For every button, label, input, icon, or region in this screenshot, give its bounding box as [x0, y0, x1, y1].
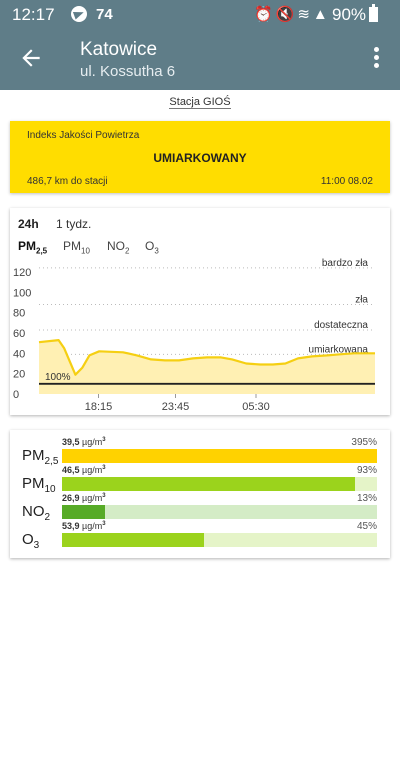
history-chart-card: 24h 1 tydz. PM2,5 PM10 NO2 O3 bardzo zła… [10, 208, 390, 415]
page-subtitle: ul. Kossutha 6 [80, 63, 176, 80]
tab-pm25-label: PM [18, 239, 36, 253]
y-tick-label: 40 [13, 348, 25, 360]
overflow-menu-icon[interactable] [366, 47, 386, 71]
tab-no2-sub: 2 [125, 246, 130, 256]
notification-count: 74 [96, 6, 113, 23]
pollutant-bar-fill [62, 533, 204, 547]
tab-pm10-sub: 10 [81, 246, 90, 256]
pollutant-bar-track [62, 533, 377, 547]
pollutant-sub: 2,5 [44, 456, 59, 467]
y-tick-label: 80 [13, 308, 25, 320]
threshold-label: umiarkowana [309, 344, 369, 355]
y-tick-label: 0 [13, 389, 19, 401]
threshold-label: zła [355, 295, 368, 306]
pollutant-base: NO [22, 503, 45, 520]
pollutant-percent: 93% [356, 465, 377, 476]
pollutant-bar-fill [62, 505, 105, 519]
pollutant-value: 46,5 µg/m3 [62, 465, 106, 475]
x-tick-label: 23:45 [162, 401, 190, 413]
pollutant-percent: 45% [356, 521, 377, 532]
pollutant-name: NO2 [22, 503, 50, 523]
pollutant-percent: 395% [351, 437, 377, 448]
pollutant-unit-sup: 3 [102, 521, 106, 527]
back-arrow-icon[interactable] [18, 45, 44, 71]
pollutant-bar-row: NO2 26,9 µg/m3 13% [10, 493, 390, 523]
tab-pm25[interactable]: PM2,5 [18, 239, 47, 255]
y-tick-label: 100 [13, 287, 31, 299]
pollutant-bar-track [62, 477, 377, 491]
pm25-series-line [38, 339, 375, 376]
pollutant-base: PM [22, 475, 45, 492]
pollutant-percent: 13% [356, 493, 377, 504]
pollutant-sub: 2 [44, 512, 51, 523]
status-bar: 12:17 74 ⏰🔇≋▲ 90% [0, 0, 400, 28]
pollutant-unit: µg/m [82, 437, 103, 447]
pollutant-base: PM [22, 447, 45, 464]
pollutant-bar-track [62, 505, 377, 519]
station-link-container: Stacja GIOŚ [0, 96, 400, 109]
tab-1-week[interactable]: 1 tydz. [56, 217, 92, 231]
battery-percent: 90% [332, 5, 367, 24]
pollutant-sub: 3 [33, 540, 40, 551]
station-link[interactable]: Stacja GIOŚ [169, 96, 231, 109]
pollutant-value: 26,9 µg/m3 [62, 493, 106, 503]
tab-no2[interactable]: NO2 [107, 239, 129, 255]
air-quality-index-card[interactable]: Indeks Jakości Powietrza UMIARKOWANY 486… [10, 121, 390, 193]
pollutant-bars-card: PM2,5 39,5 µg/m3 395% PM10 46,5 µg/m3 93% NO2 2… [10, 430, 390, 558]
norm-100-label: 100% [45, 372, 71, 383]
pollutant-unit: µg/m [82, 493, 103, 503]
pm25-area-fill [39, 340, 375, 394]
threshold-label: dostateczna [314, 320, 368, 331]
y-tick-label: 60 [13, 328, 25, 340]
pollutant-unit: µg/m [82, 465, 103, 475]
tab-o3[interactable]: O3 [145, 239, 159, 255]
tab-pm10[interactable]: PM10 [63, 239, 90, 255]
y-tick-label: 20 [13, 369, 25, 381]
aqi-level: UMIARKOWANY [153, 151, 247, 165]
pollutant-sub: 10 [44, 484, 56, 495]
pollutant-unit-sup: 3 [102, 465, 106, 471]
tab-24h[interactable]: 24h [18, 217, 39, 231]
threshold-label: bardzo zła [322, 258, 369, 269]
pollutant-unit-sup: 3 [102, 437, 106, 443]
aqi-label: Indeks Jakości Powietrza [27, 130, 140, 141]
tab-no2-label: NO [107, 239, 125, 253]
pollutant-value-number: 46,5 [62, 465, 80, 475]
pollutant-bar-fill [62, 449, 377, 463]
pollutant-bar-track [62, 449, 377, 463]
tab-pm25-sub: 2,5 [36, 246, 48, 256]
app-bar: Katowice ul. Kossutha 6 [0, 28, 400, 90]
pollutant-bar-row: PM2,5 39,5 µg/m3 395% [10, 437, 390, 467]
tab-o3-sub: 3 [154, 246, 159, 256]
measurement-time: 11:00 08.02 [320, 176, 373, 187]
pollutant-name: O3 [22, 531, 39, 551]
pollutant-base: O [22, 531, 34, 548]
pollutant-unit-sup: 3 [102, 493, 106, 499]
pollutant-bar-row: O3 53,9 µg/m3 45% [10, 521, 390, 551]
pollutant-unit: µg/m [82, 521, 103, 531]
pollutant-value-number: 53,9 [62, 521, 80, 531]
tab-pm10-label: PM [63, 239, 81, 253]
pollutant-bar-row: PM10 46,5 µg/m3 93% [10, 465, 390, 495]
pollutant-value: 53,9 µg/m3 [62, 521, 106, 531]
station-distance: 486,7 km do stacji [27, 176, 108, 187]
x-tick-label: 18:15 [85, 401, 113, 413]
pollutant-value-number: 26,9 [62, 493, 80, 503]
pollutant-value: 39,5 µg/m3 [62, 437, 106, 447]
pm25-history-chart: bardzo złazładostatecznaumiarkowanadobra… [13, 258, 375, 413]
pollutant-name: PM10 [22, 475, 56, 495]
battery-icon [369, 4, 378, 22]
tab-o3-label: O [145, 239, 155, 253]
status-time: 12:17 [12, 5, 55, 24]
system-icons: ⏰🔇≋▲ [254, 6, 331, 23]
page-title: Katowice [80, 39, 158, 60]
pollutant-name: PM2,5 [22, 447, 58, 467]
x-tick-label: 05:30 [242, 401, 270, 413]
telegram-icon [71, 6, 87, 22]
pollutant-value-number: 39,5 [62, 437, 80, 447]
pollutant-bar-fill [62, 477, 355, 491]
y-tick-label: 120 [13, 267, 31, 279]
